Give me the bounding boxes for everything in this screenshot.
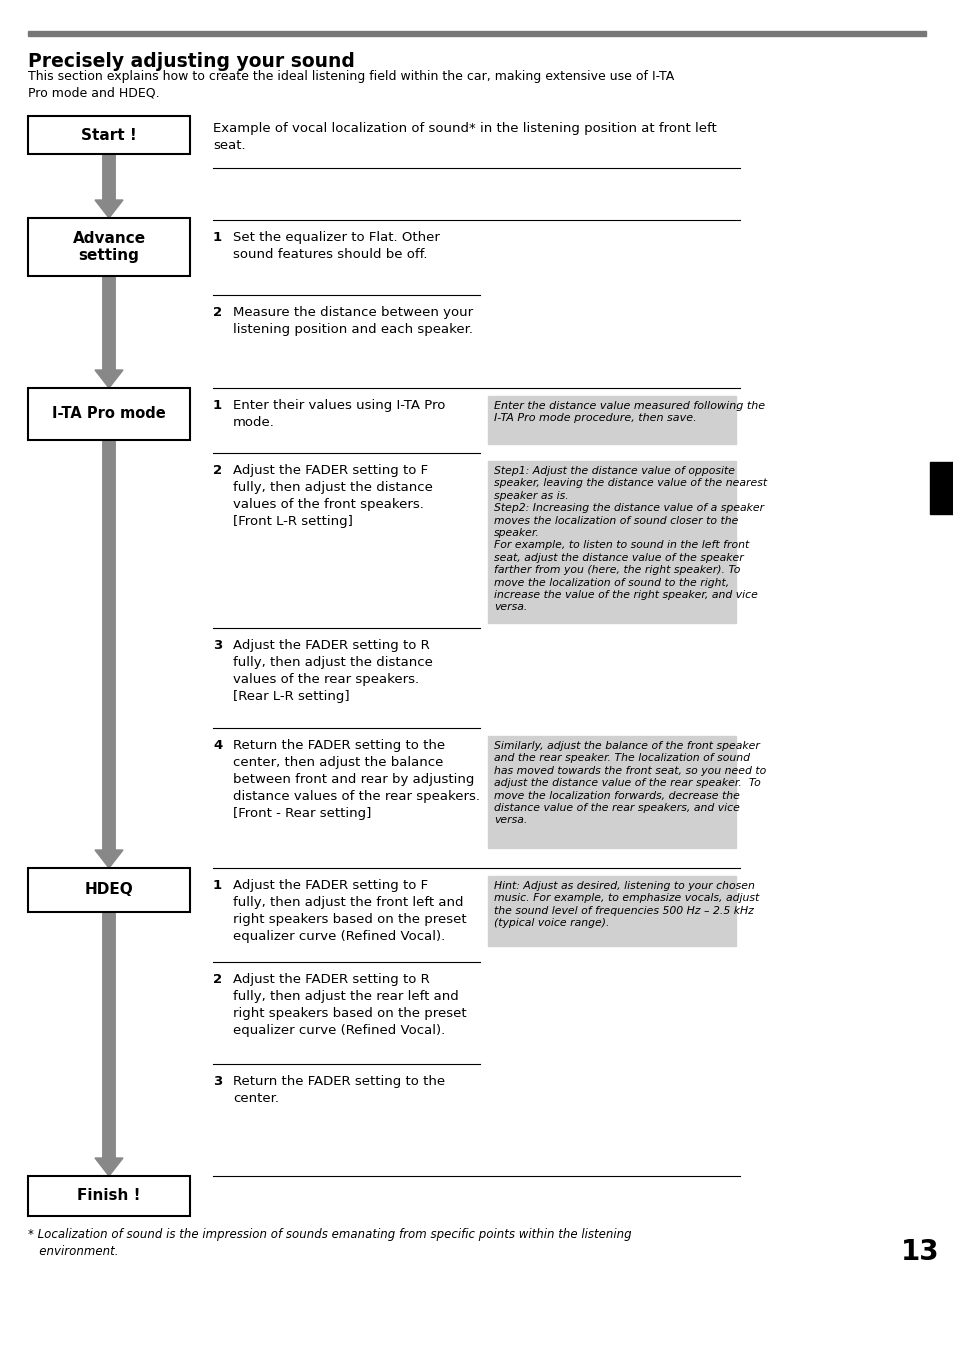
Text: This section explains how to create the ideal listening field within the car, ma: This section explains how to create the … (28, 70, 674, 100)
Text: * Localization of sound is the impression of sounds emanating from specific poin: * Localization of sound is the impressio… (28, 1228, 631, 1241)
Text: Measure the distance between your
listening position and each speaker.: Measure the distance between your listen… (233, 306, 473, 337)
Polygon shape (95, 200, 123, 218)
Bar (28, 1176, 190, 1215)
Polygon shape (95, 370, 123, 388)
Bar (488, 396, 735, 443)
Text: Advance
setting: Advance setting (72, 231, 146, 264)
Text: 2: 2 (213, 464, 222, 477)
Bar (28, 31, 925, 37)
Text: 2: 2 (213, 306, 222, 319)
Bar (488, 461, 735, 623)
Text: Similarly, adjust the balance of the front speaker
and the rear speaker. The loc: Similarly, adjust the balance of the fro… (494, 741, 765, 826)
Text: Set the equalizer to Flat. Other
sound features should be off.: Set the equalizer to Flat. Other sound f… (233, 231, 439, 261)
Text: Return the FADER setting to the
center.: Return the FADER setting to the center. (233, 1075, 445, 1105)
Text: 3: 3 (213, 1075, 222, 1088)
Text: Adjust the FADER setting to R
fully, then adjust the rear left and
right speaker: Adjust the FADER setting to R fully, the… (233, 973, 466, 1037)
Bar (488, 876, 735, 946)
Bar (28, 116, 190, 154)
Text: environment.: environment. (28, 1245, 118, 1257)
Text: Step1: Adjust the distance value of opposite
speaker, leaving the distance value: Step1: Adjust the distance value of oppo… (494, 466, 766, 612)
Text: 1: 1 (213, 399, 222, 412)
Bar (28, 388, 190, 439)
Bar (28, 868, 190, 913)
Text: 3: 3 (213, 639, 222, 652)
Bar (929, 462, 953, 514)
Text: 1: 1 (213, 879, 222, 892)
Text: Example of vocal localization of sound* in the listening position at front left
: Example of vocal localization of sound* … (213, 122, 716, 151)
Polygon shape (95, 850, 123, 868)
Text: Return the FADER setting to the
center, then adjust the balance
between front an: Return the FADER setting to the center, … (233, 740, 479, 821)
Text: 1: 1 (213, 231, 222, 243)
Text: HDEQ: HDEQ (85, 883, 133, 898)
Text: Hint: Adjust as desired, listening to your chosen
music. For example, to emphasi: Hint: Adjust as desired, listening to yo… (494, 882, 759, 929)
Text: Enter their values using I-TA Pro
mode.: Enter their values using I-TA Pro mode. (233, 399, 445, 429)
Text: Start !: Start ! (81, 127, 136, 142)
Text: Adjust the FADER setting to F
fully, then adjust the distance
values of the fron: Adjust the FADER setting to F fully, the… (233, 464, 433, 529)
Bar (28, 218, 190, 276)
Text: 4: 4 (213, 740, 222, 752)
Text: 13: 13 (900, 1238, 939, 1265)
Text: Enter the distance value measured following the
I-TA Pro mode procedure, then sa: Enter the distance value measured follow… (494, 402, 764, 423)
Text: Adjust the FADER setting to R
fully, then adjust the distance
values of the rear: Adjust the FADER setting to R fully, the… (233, 639, 433, 703)
Text: 2: 2 (213, 973, 222, 986)
Polygon shape (95, 1159, 123, 1176)
Text: Adjust the FADER setting to F
fully, then adjust the front left and
right speake: Adjust the FADER setting to F fully, the… (233, 879, 466, 942)
Text: I-TA Pro mode: I-TA Pro mode (52, 407, 166, 422)
Text: Finish !: Finish ! (77, 1188, 141, 1203)
Bar (488, 735, 735, 848)
Text: Precisely adjusting your sound: Precisely adjusting your sound (28, 51, 355, 72)
